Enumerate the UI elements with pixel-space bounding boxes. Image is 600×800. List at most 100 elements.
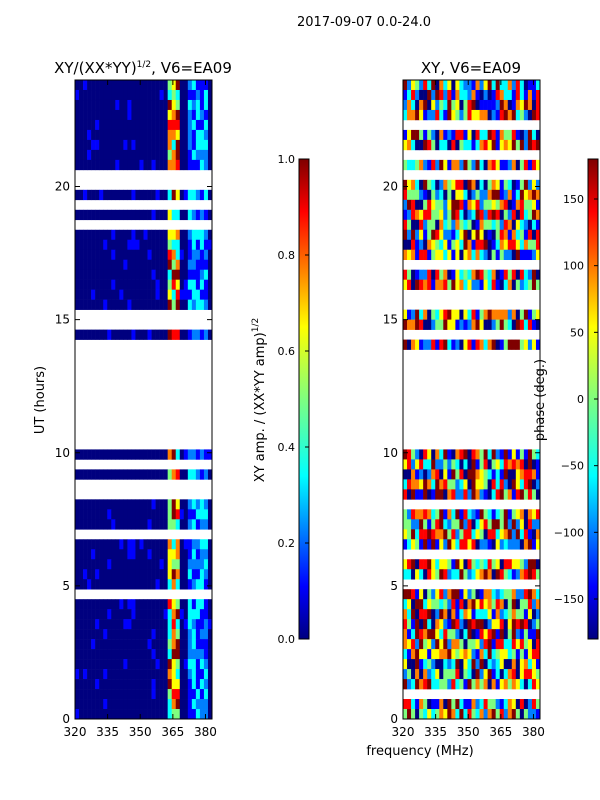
heatmap-cell [407, 199, 412, 211]
heatmap-cell [163, 119, 168, 131]
heatmap-cell [203, 209, 209, 221]
heatmap-cell [495, 449, 501, 460]
heatmap-cell [439, 249, 444, 261]
heatmap-cell [431, 269, 436, 280]
heatmap-cell [459, 509, 464, 520]
heatmap-cell [111, 679, 116, 690]
heatmap-cell [431, 309, 436, 320]
heatmap-cell [407, 489, 412, 500]
heatmap-cell [199, 659, 205, 670]
heatmap-cell [203, 159, 209, 171]
heatmap-cell [123, 329, 128, 340]
y-tick-label: 15 [55, 313, 70, 327]
heatmap-cell [527, 609, 533, 620]
heatmap-cell [407, 469, 412, 480]
heatmap-cell [139, 209, 144, 221]
heatmap-cell [419, 649, 424, 660]
heatmap-cell [411, 209, 416, 221]
heatmap-cell [83, 229, 88, 241]
heatmap-cell [411, 529, 416, 540]
heatmap-cell [139, 159, 144, 171]
heatmap-cell [131, 649, 136, 660]
heatmap-cell [439, 239, 444, 251]
heatmap-cell [507, 309, 513, 320]
heatmap-cell [419, 619, 424, 630]
heatmap-cell [527, 99, 533, 111]
heatmap-cell [431, 619, 436, 630]
heatmap-cell [435, 589, 440, 600]
heatmap-cell [187, 139, 193, 151]
heatmap-cell [475, 709, 480, 720]
heatmap-cell [103, 649, 108, 660]
heatmap-cell [131, 699, 136, 710]
heatmap-cell [179, 699, 185, 710]
heatmap-cell [415, 589, 420, 600]
heatmap-cell [115, 669, 120, 680]
heatmap-cell [495, 339, 501, 350]
heatmap-cell [487, 209, 492, 221]
heatmap-cell [183, 599, 189, 610]
heatmap-cell [147, 129, 152, 141]
heatmap-cell [455, 179, 460, 191]
heatmap-cell [147, 119, 152, 131]
heatmap-cell [467, 469, 472, 480]
heatmap-cell [159, 569, 164, 580]
heatmap-cell [455, 469, 460, 480]
heatmap-cell [487, 629, 492, 640]
heatmap-cell [403, 319, 408, 330]
heatmap-cell [83, 599, 88, 610]
heatmap-cell [527, 189, 533, 201]
heatmap-cell [207, 80, 213, 91]
heatmap-cell [463, 559, 468, 570]
heatmap-cell [439, 479, 444, 490]
heatmap-cell [431, 479, 436, 490]
heatmap-cell [519, 319, 525, 330]
heatmap-cell [499, 229, 505, 241]
heatmap-cell [499, 699, 505, 710]
heatmap-cell [519, 159, 525, 171]
heatmap-cell [435, 459, 440, 470]
heatmap-cell [183, 189, 189, 201]
heatmap-cell [439, 339, 444, 350]
heatmap-cell [179, 119, 185, 131]
heatmap-cell [159, 509, 164, 520]
heatmap-cell [107, 679, 112, 690]
heatmap-cell [487, 679, 492, 690]
heatmap-cell [467, 659, 472, 670]
heatmap-cell [119, 229, 124, 241]
heatmap-cell [531, 669, 537, 680]
heatmap-cell [203, 709, 209, 720]
heatmap-cell [479, 80, 484, 91]
heatmap-cell [495, 189, 501, 201]
heatmap-cell [119, 659, 124, 670]
heatmap-cell [479, 559, 484, 570]
heatmap-cell [171, 329, 177, 340]
heatmap-cell [159, 699, 164, 710]
heatmap-cell [199, 139, 205, 151]
heatmap-cell [151, 519, 156, 530]
heatmap-cell [83, 299, 88, 310]
heatmap-cell [203, 519, 209, 530]
heatmap-cell [199, 129, 205, 141]
heatmap-cell [423, 209, 428, 221]
heatmap-cell [467, 139, 472, 151]
heatmap-cell [439, 269, 444, 280]
heatmap-cell [503, 109, 509, 121]
heatmap-cell [191, 80, 197, 91]
heatmap-cell [95, 649, 100, 660]
heatmap-cell [455, 679, 460, 690]
heatmap-cell [143, 269, 148, 280]
heatmap-cell [459, 449, 464, 460]
heatmap-cell [451, 529, 456, 540]
heatmap-cell [163, 329, 168, 340]
heatmap-cell [495, 489, 501, 500]
heatmap-cell [519, 279, 525, 290]
heatmap-cell [127, 649, 132, 660]
heatmap-cell [167, 639, 173, 650]
heatmap-cell [187, 669, 193, 680]
heatmap-cell [91, 269, 96, 280]
heatmap-cell [403, 179, 408, 191]
heatmap-cell [443, 529, 448, 540]
heatmap-cell [519, 669, 525, 680]
heatmap-cell [147, 569, 152, 580]
